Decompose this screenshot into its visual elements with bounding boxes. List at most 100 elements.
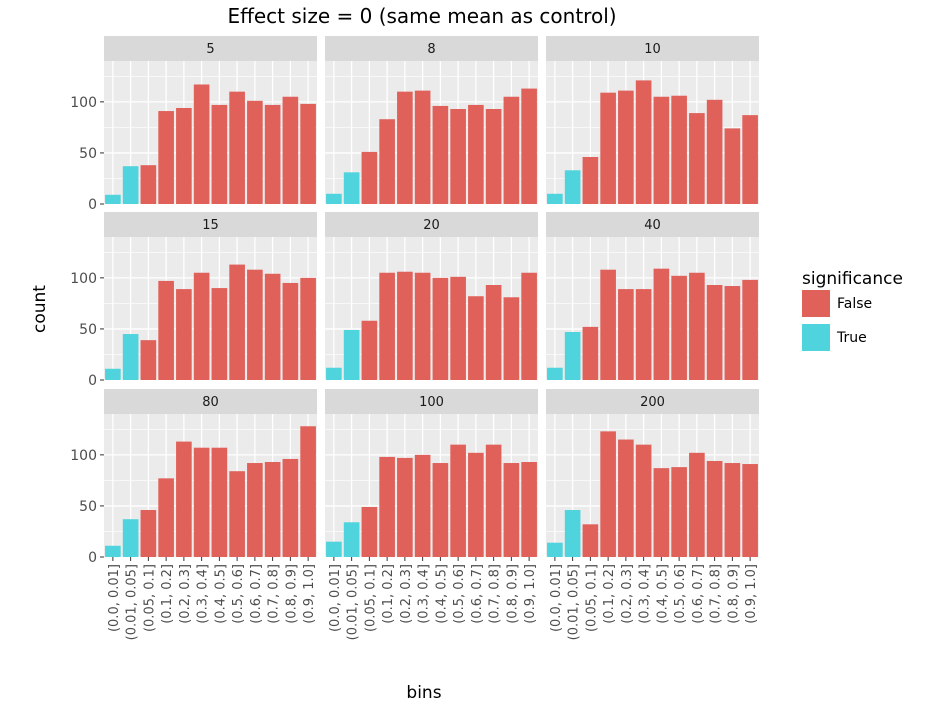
bar xyxy=(450,444,466,557)
bar xyxy=(671,95,687,204)
bar xyxy=(193,447,210,557)
bar xyxy=(671,275,687,380)
panel-background xyxy=(104,61,317,204)
bar xyxy=(653,468,670,557)
bar xyxy=(706,99,723,204)
bar xyxy=(503,463,520,557)
x-tick-label: (0.4, 0.5] xyxy=(655,564,670,624)
bar xyxy=(211,288,228,380)
bar xyxy=(635,444,652,557)
x-tick-label: (0.8, 0.9] xyxy=(284,564,299,624)
x-tick-label: (0.3, 0.4] xyxy=(638,564,653,624)
bar xyxy=(397,457,413,557)
panel-background xyxy=(104,237,317,380)
bar xyxy=(414,454,431,557)
bar xyxy=(450,109,466,204)
legend-label-true: True xyxy=(836,330,867,346)
legend-title: significance xyxy=(802,269,903,289)
facet-strip xyxy=(104,212,317,237)
bar xyxy=(706,285,723,380)
x-tick-label: (0.2, 0.3] xyxy=(178,564,193,624)
legend-swatch-true xyxy=(802,324,830,351)
x-tick-label: (0.0, 0.01] xyxy=(549,564,564,632)
bar xyxy=(211,447,228,557)
y-tick-label: 50 xyxy=(79,499,97,515)
x-tick-label: (0.5, 0.6] xyxy=(673,564,688,624)
x-tick-label: (0.05, 0.1] xyxy=(584,564,599,632)
bar xyxy=(105,194,121,204)
y-tick-label: 0 xyxy=(88,373,97,389)
bar xyxy=(618,90,634,204)
x-tick-label: (0.9, 1.0] xyxy=(744,564,759,624)
x-tick-label: (0.01, 0.05] xyxy=(125,564,140,640)
chart-title: Effect size = 0 (same mean as control) xyxy=(227,4,616,28)
bar xyxy=(343,329,360,380)
x-tick-label: (0.9, 1.0] xyxy=(523,564,538,624)
bar xyxy=(229,264,245,380)
bar xyxy=(600,92,616,204)
bar xyxy=(379,456,395,557)
bar xyxy=(247,463,263,557)
bar xyxy=(229,471,245,557)
facet-label: 8 xyxy=(427,42,435,57)
bar xyxy=(564,170,581,204)
bar xyxy=(361,151,378,204)
x-tick-label: (0.1, 0.2] xyxy=(160,564,175,624)
bar xyxy=(564,510,581,557)
bar xyxy=(326,541,342,557)
bar xyxy=(468,104,484,204)
x-tick-label: (0.9, 1.0] xyxy=(302,564,317,624)
bar xyxy=(485,285,502,380)
bar xyxy=(361,506,378,557)
facet-panel-15: 15 0 50 100 xyxy=(70,212,317,389)
y-axis-label: count xyxy=(30,285,50,333)
bar xyxy=(635,289,652,380)
y-tick-label: 100 xyxy=(70,95,97,111)
bar xyxy=(582,157,599,204)
bar xyxy=(521,272,537,380)
x-tick-label: (0.7, 0.8] xyxy=(267,564,282,624)
bar xyxy=(122,519,139,557)
x-tick-label: (0.1, 0.2] xyxy=(602,564,617,624)
x-tick-label: (0.5, 0.6] xyxy=(452,564,467,624)
bar xyxy=(724,463,741,557)
bar xyxy=(724,128,741,204)
bar xyxy=(264,462,281,557)
bar xyxy=(176,107,192,204)
facet-label: 80 xyxy=(202,395,219,410)
bar xyxy=(397,271,413,380)
bar xyxy=(742,279,758,380)
x-tick-label: (0.0, 0.01] xyxy=(328,564,343,632)
x-tick-labels: (0.0, 0.01] (0.01, 0.05] (0.05, 0.1] (0.1, … xyxy=(107,564,759,640)
x-tick-label: (0.8, 0.9] xyxy=(726,564,741,624)
bar xyxy=(264,273,281,380)
x-tick-label: (0.0, 0.01] xyxy=(107,564,122,632)
facet-label: 15 xyxy=(202,218,219,233)
y-tick-label: 100 xyxy=(70,448,97,464)
facet-strip xyxy=(325,36,538,61)
facet-label: 10 xyxy=(644,42,661,57)
bar xyxy=(300,426,316,557)
bar xyxy=(547,542,563,557)
bar xyxy=(653,96,670,204)
bar xyxy=(582,326,599,380)
bar xyxy=(742,115,758,204)
bar xyxy=(618,439,634,557)
bar xyxy=(211,104,228,204)
bar xyxy=(485,444,502,557)
x-tick-label: (0.5, 0.6] xyxy=(231,564,246,624)
bar xyxy=(689,452,705,557)
bar xyxy=(689,113,705,204)
bar xyxy=(547,193,563,204)
bar xyxy=(600,269,616,380)
x-tick-label: (0.2, 0.3] xyxy=(399,564,414,624)
panel-background xyxy=(325,61,538,204)
panel-background xyxy=(546,61,759,204)
bar xyxy=(450,276,466,380)
bar xyxy=(432,105,449,204)
bar xyxy=(600,431,616,557)
bar xyxy=(176,289,192,380)
legend-swatch-false xyxy=(802,290,830,317)
bar xyxy=(300,277,316,380)
